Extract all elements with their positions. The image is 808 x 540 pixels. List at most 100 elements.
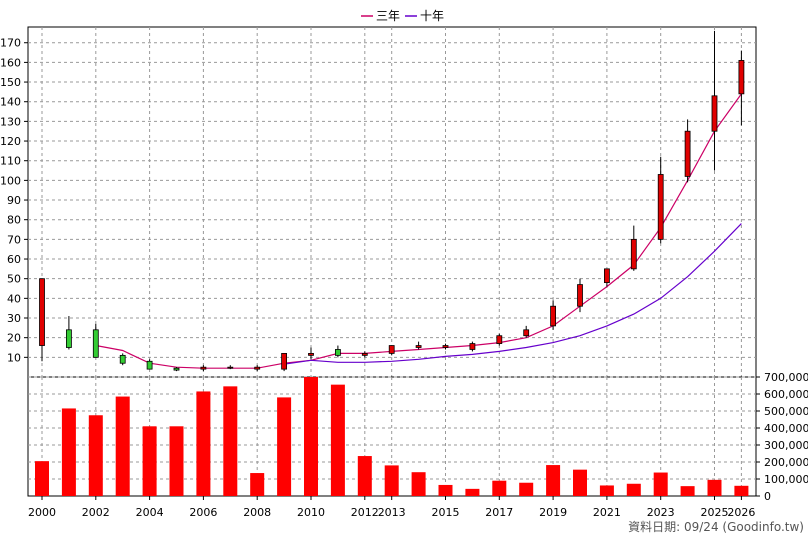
candle-body (281, 353, 288, 370)
candle-body (711, 95, 718, 132)
x-tick-label: 2010 (297, 506, 325, 519)
candle-body (577, 284, 583, 307)
volume-bar-2026 (734, 485, 749, 496)
x-tick-label: 2008 (243, 506, 271, 519)
candlesticks (39, 30, 745, 372)
candle-2011 (334, 345, 341, 358)
price-y-tick-label: 130 (0, 115, 21, 128)
volume-y-axis: 0 100,000 200,000 300,000 400,000 500,000 600,… (756, 371, 808, 503)
price-y-tick-label: 100 (0, 174, 21, 187)
volume-bar-2007 (223, 386, 238, 496)
volume-bar-2009 (277, 397, 292, 496)
volume-bar-2018 (519, 482, 534, 496)
price-y-tick-label: 150 (0, 76, 21, 89)
candle-2013 (388, 345, 395, 356)
price-y-tick-label: 50 (7, 273, 21, 286)
price-y-tick-label: 170 (0, 37, 21, 50)
candle-2009 (281, 353, 288, 372)
candle-body (66, 329, 72, 348)
price-y-tick-label: 110 (0, 155, 21, 168)
candle-body (496, 335, 503, 344)
x-tick-label: 2025 (701, 506, 729, 519)
x-tick-label: 2004 (136, 506, 164, 519)
candle-2005 (173, 367, 180, 372)
price-y-tick-label: 140 (0, 96, 21, 109)
candle-body (334, 349, 341, 356)
candle-2002 (92, 323, 99, 358)
volume-bar-2016 (465, 488, 480, 496)
x-tick-label: 2013 (378, 506, 406, 519)
candle-body (92, 329, 99, 358)
volume-bar-2025 (707, 479, 722, 496)
volume-bar-2020 (573, 469, 587, 496)
candle-body (388, 345, 395, 354)
candle-body (308, 353, 314, 356)
price-y-tick-label: 20 (7, 332, 21, 345)
legend: 三年 十年 (361, 9, 444, 23)
candle-2026 (738, 50, 745, 126)
candle-body (630, 238, 637, 270)
candle-body (550, 305, 556, 327)
candle-body (469, 343, 476, 350)
x-tick-label: 2002 (82, 506, 110, 519)
x-tick-label: 2012 (351, 506, 379, 519)
volume-bar-2010 (304, 377, 318, 496)
candle-2014 (415, 341, 422, 350)
candle-2004 (146, 359, 153, 370)
volume-y-tick-label: 700,000 (764, 371, 808, 384)
candle-body (684, 130, 691, 177)
candle-body (604, 268, 610, 284)
candle-2022 (630, 225, 637, 271)
volume-bar-2008 (250, 473, 265, 496)
volume-bar-2013 (384, 465, 399, 496)
footer-source: 資料日期: 09/24 (Goodinfo.tw) (628, 520, 804, 534)
x-tick-label: 2026 (727, 506, 755, 519)
candle-2023 (657, 156, 664, 244)
candle-2016 (469, 341, 476, 352)
price-y-tick-label: 30 (7, 312, 21, 325)
candle-2008 (254, 365, 261, 372)
x-tick-label: 2021 (593, 506, 621, 519)
volume-bar-2004 (142, 426, 157, 496)
volume-y-tick-label: 200,000 (764, 456, 808, 469)
price-y-axis: 10 20 30 40 50 60 70 80 90 100 110 120 130 140 150 160 1… (0, 37, 28, 364)
volume-bar-2022 (626, 483, 641, 496)
candle-2025 (711, 30, 718, 171)
price-y-tick-label: 90 (7, 194, 21, 207)
candle-body (173, 367, 180, 371)
ma-10y-line (284, 223, 742, 365)
candle-2012 (361, 351, 368, 358)
legend-label-3y: 三年 (376, 9, 400, 23)
candle-body (200, 366, 207, 370)
candle-body (415, 345, 422, 348)
volume-bar-2012 (357, 456, 372, 496)
candle-body (146, 360, 153, 370)
candle-2001 (66, 316, 72, 350)
volume-y-tick-label: 600,000 (764, 388, 808, 401)
candle-2017 (496, 333, 503, 346)
x-tick-label: 2000 (28, 506, 56, 519)
candle-2015 (442, 343, 449, 350)
volume-bar-2015 (438, 484, 453, 496)
candle-2006 (200, 365, 207, 372)
volume-bar-2014 (411, 472, 426, 496)
volume-y-tick-label: 300,000 (764, 439, 808, 452)
price-panel: 10 20 30 40 50 60 70 80 90 100 110 120 130 140 150 160 1… (0, 26, 757, 378)
price-y-tick-label: 160 (0, 56, 21, 69)
candle-2019 (550, 300, 556, 330)
volume-bar-2005 (169, 426, 184, 496)
candle-2007 (227, 365, 234, 370)
volume-bar-2011 (330, 384, 345, 496)
volume-bar-2024 (680, 486, 695, 496)
candle-body (738, 60, 745, 95)
candle-body (39, 278, 45, 346)
candle-body (657, 174, 664, 240)
price-y-tick-label: 70 (7, 233, 21, 246)
candle-2000 (39, 278, 45, 362)
candle-2020 (577, 278, 583, 313)
volume-bar-2003 (115, 396, 130, 496)
volume-bar-2017 (492, 480, 507, 496)
candle-body (227, 366, 234, 369)
